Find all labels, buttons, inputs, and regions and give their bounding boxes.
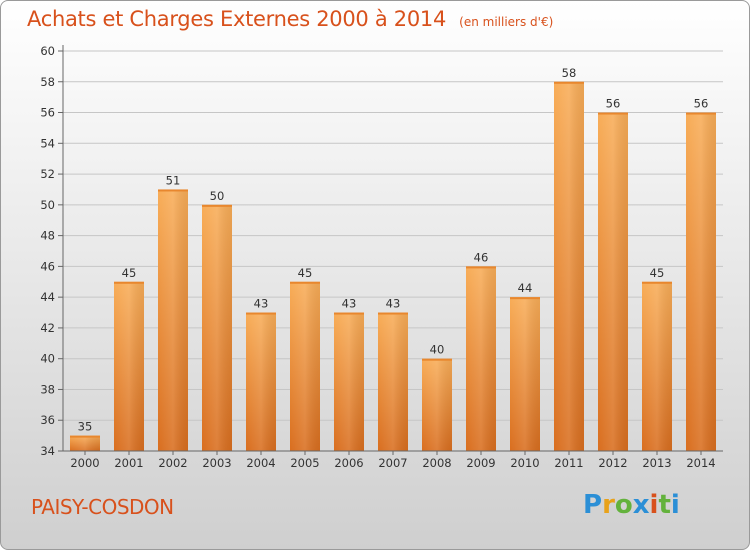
y-tick-label: 40	[40, 352, 55, 366]
x-tick-label-2004: 2004	[246, 456, 275, 470]
y-tick-label: 38	[40, 382, 55, 396]
commune-name: PAISY-COSDON	[31, 495, 174, 519]
bar-top-2002	[158, 189, 188, 192]
bar-top-2007	[378, 312, 408, 315]
y-tick-label: 54	[40, 136, 55, 150]
bar-top-2010	[510, 297, 540, 300]
x-tick-label-2014: 2014	[686, 456, 715, 470]
bar-sheen-2002	[158, 189, 188, 451]
bar-top-2013	[642, 281, 672, 284]
y-tick-label: 58	[40, 75, 55, 89]
y-tick-label: 42	[40, 321, 55, 335]
bar-top-2004	[246, 312, 276, 315]
x-tick-label-2008: 2008	[422, 456, 451, 470]
data-label-2005: 45	[298, 266, 313, 280]
bars-layer	[70, 81, 716, 452]
bar-sheen-2007	[378, 312, 408, 451]
x-tick-label-2010: 2010	[510, 456, 539, 470]
y-tick-label: 46	[40, 259, 55, 273]
y-tick-label: 60	[40, 44, 55, 58]
y-tick-label: 48	[40, 229, 55, 243]
bar-sheen-2013	[642, 281, 672, 451]
y-tick-label: 44	[40, 290, 55, 304]
x-tick-label-2007: 2007	[378, 456, 407, 470]
bar-sheen-2014	[686, 112, 716, 452]
y-tick-label: 56	[40, 106, 55, 120]
data-label-2012: 56	[606, 97, 621, 111]
data-label-2007: 43	[386, 297, 401, 311]
data-label-2000: 35	[78, 420, 93, 434]
bar-sheen-2009	[466, 266, 496, 451]
x-tick-label-2003: 2003	[202, 456, 231, 470]
bar-sheen-2004	[246, 312, 276, 451]
brand-letter: o	[614, 490, 633, 520]
data-label-2002: 51	[166, 173, 181, 187]
y-tick-label: 34	[40, 444, 55, 458]
bar-top-2001	[114, 281, 144, 284]
bar-top-2009	[466, 266, 496, 269]
x-tick-label-2012: 2012	[598, 456, 627, 470]
data-label-2008: 40	[430, 343, 445, 357]
bar-sheen-2006	[334, 312, 364, 451]
chart-title: Achats et Charges Externes 2000 à 2014	[27, 7, 447, 31]
bar-sheen-2001	[114, 281, 144, 451]
data-label-2010: 44	[518, 281, 533, 295]
bar-top-2005	[290, 281, 320, 284]
bar-top-2000	[70, 435, 100, 438]
proxiti-logo: Proxiti	[583, 490, 680, 520]
bar-sheen-2005	[290, 281, 320, 451]
x-tick-label-2001: 2001	[114, 456, 143, 470]
data-label-2006: 43	[342, 297, 357, 311]
bar-top-2006	[334, 312, 364, 315]
bar-top-2011	[554, 81, 584, 84]
y-tick-label: 52	[40, 167, 55, 181]
data-label-2003: 50	[210, 189, 225, 203]
axis-layer: 34 36 38 40 42 44 46 48 50 52 54 56 58 60 2000 2001 2002…	[40, 44, 723, 470]
brand-letter: i	[649, 490, 659, 520]
brand-letter: P	[583, 490, 603, 520]
bar-sheen-2011	[554, 81, 584, 452]
x-tick-label-2002: 2002	[158, 456, 187, 470]
x-tick-label-2013: 2013	[642, 456, 671, 470]
data-label-2004: 43	[254, 297, 269, 311]
x-tick-label-2005: 2005	[290, 456, 319, 470]
bar-sheen-2003	[202, 204, 232, 451]
brand-letter: t	[658, 490, 671, 520]
x-tick-label-2009: 2009	[466, 456, 495, 470]
bar-top-2014	[686, 112, 716, 115]
chart-unit: (en milliers d'€)	[459, 15, 554, 29]
x-tick-label-2000: 2000	[70, 456, 99, 470]
brand-letter: x	[632, 490, 650, 520]
x-tick-label-2006: 2006	[334, 456, 363, 470]
data-label-2001: 45	[122, 266, 137, 280]
bar-top-2003	[202, 204, 232, 207]
bar-sheen-2012	[598, 112, 628, 452]
bar-sheen-2008	[422, 358, 452, 451]
data-label-2011: 58	[562, 66, 577, 80]
y-tick-label: 36	[40, 413, 55, 427]
data-label-2013: 45	[650, 266, 665, 280]
brand-letter: r	[602, 490, 615, 520]
bar-sheen-2010	[510, 297, 540, 451]
bar-sheen-2000	[70, 435, 100, 451]
bar-top-2008	[422, 358, 452, 361]
labels-layer: 35 45 51 50 43 45 43 43 40 46 44 58 56 45 56	[78, 66, 709, 434]
x-tick-label-2011: 2011	[554, 456, 583, 470]
y-tick-label: 50	[40, 198, 55, 212]
bar-top-2012	[598, 112, 628, 115]
data-label-2014: 56	[694, 97, 709, 111]
brand-letter: i	[670, 490, 680, 520]
chart-title-row: Achats et Charges Externes 2000 à 2014 (…	[27, 7, 553, 31]
data-label-2009: 46	[474, 250, 489, 264]
